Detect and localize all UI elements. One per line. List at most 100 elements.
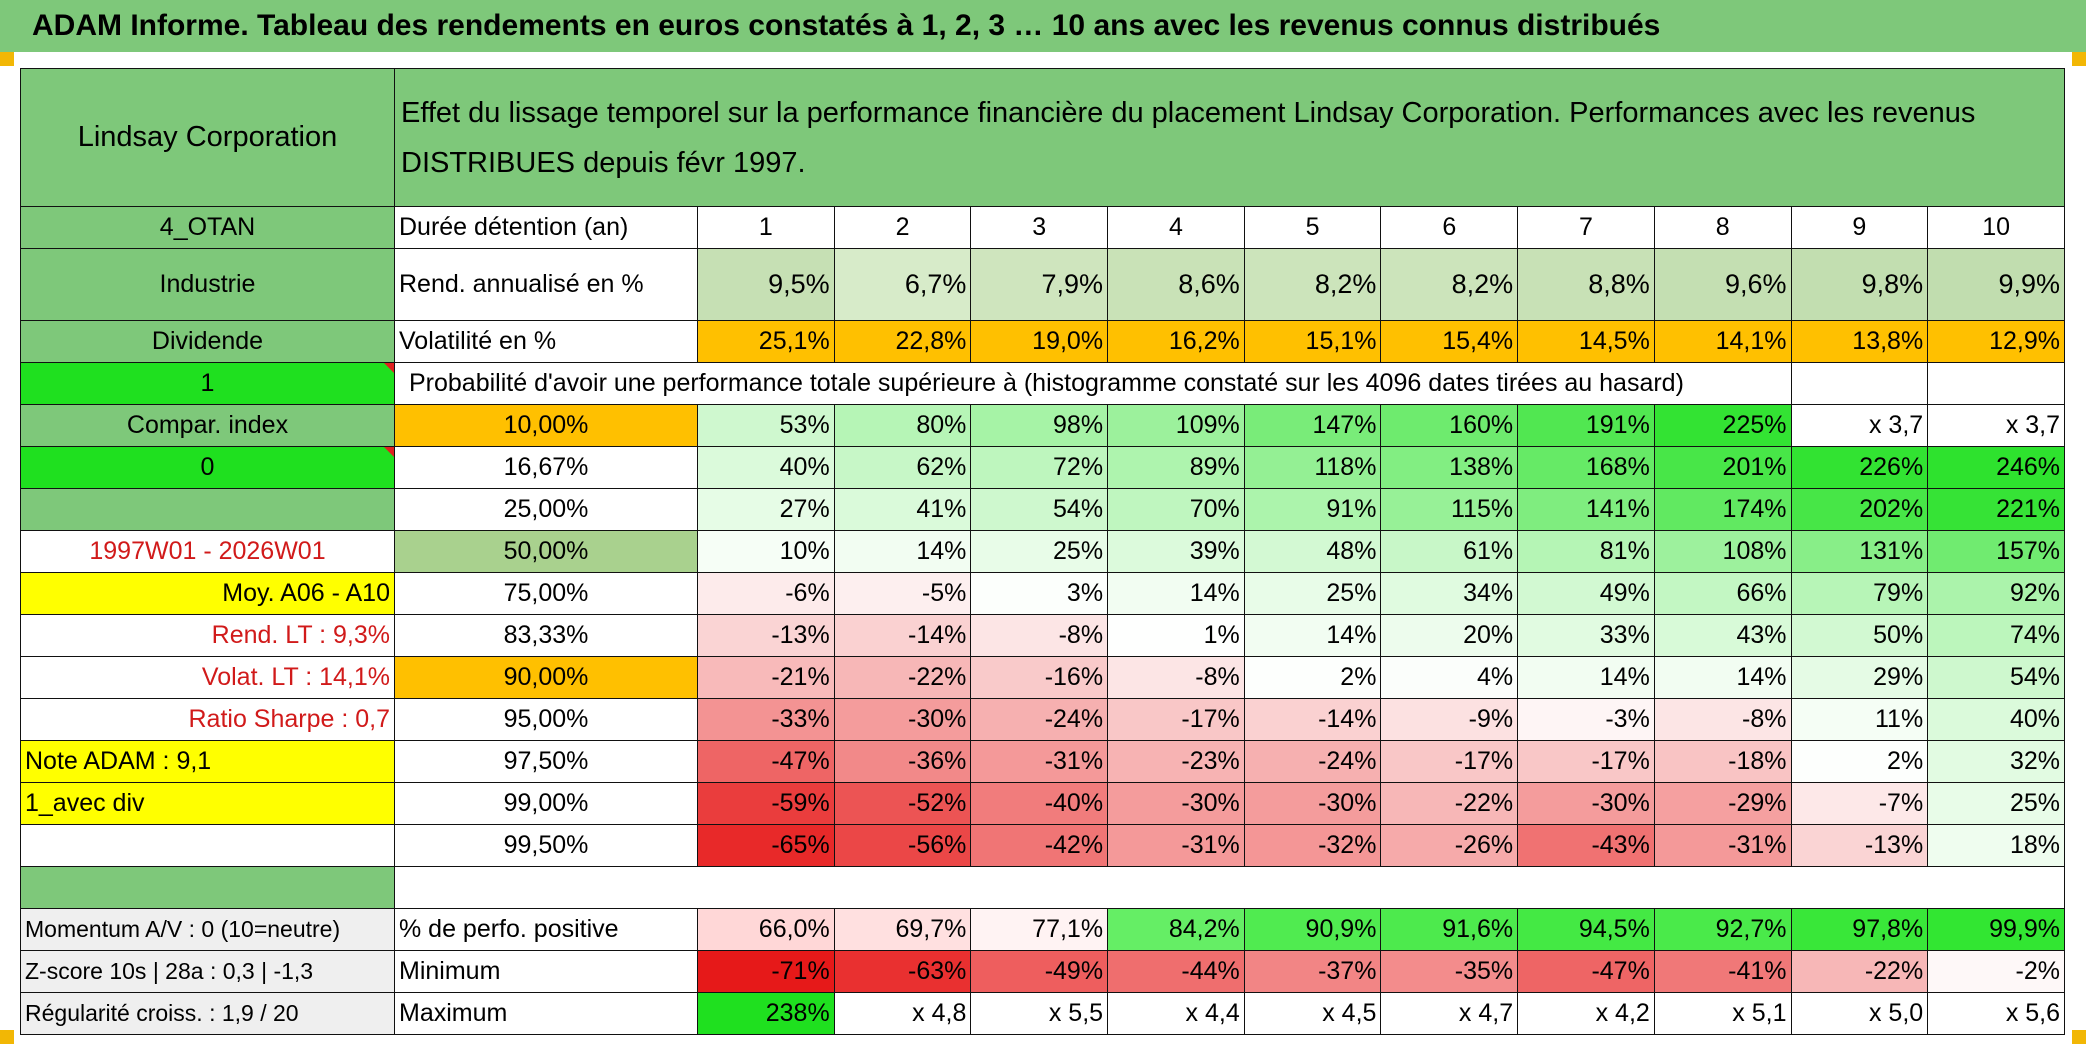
quantile-value: 14%: [1243, 614, 1382, 657]
quantile-value: -52%: [833, 782, 972, 825]
quantile-value: 141%: [1517, 488, 1655, 531]
flag-value-0: 0: [20, 446, 395, 489]
quantile-value: 92%: [1927, 572, 2066, 615]
quantile-label: 10,00%: [394, 404, 698, 447]
quantile-value: 118%: [1243, 446, 1382, 489]
quantile-value: -16%: [970, 656, 1109, 699]
quantile-value: -47%: [697, 740, 835, 783]
quantile-value: 33%: [1517, 614, 1655, 657]
quantile-value: 131%: [1790, 530, 1929, 573]
quantile-value: 34%: [1380, 572, 1519, 615]
moy-label: Moy. A06 - A10: [20, 572, 395, 615]
perf-pos-value: 99,9%: [1927, 908, 2066, 951]
quantile-value: 81%: [1517, 530, 1655, 573]
quantile-value: -29%: [1653, 782, 1792, 825]
maximum-value: x 4,7: [1380, 992, 1519, 1035]
maximum-value: x 5,6: [1927, 992, 2066, 1035]
quantile-value: 11%: [1790, 698, 1929, 741]
quantile-value: 221%: [1927, 488, 2066, 531]
quantile-value: -3%: [1517, 698, 1655, 741]
quantile-label: 16,67%: [394, 446, 698, 489]
quantile-row: 1997W01 - 2026W01 50,00% 10% 14% 25% 39% 48% 61…: [20, 530, 2066, 573]
rend-row: Industrie Rend. annualisé en % 9,5% 6,7% 7…: [20, 248, 2066, 321]
summary-label: Maximum: [394, 992, 698, 1035]
quantile-row: Ratio Sharpe : 0,7 95,00% -33% -30% -24% -17%…: [20, 698, 2066, 741]
quantile-value: -43%: [1517, 824, 1655, 867]
quantile-value: -17%: [1517, 740, 1655, 783]
corner-marker: [0, 52, 14, 66]
quantile-value: -32%: [1243, 824, 1382, 867]
quantile-value: 25%: [970, 530, 1109, 573]
maximum-value: x 5,0: [1790, 992, 1929, 1035]
maximum-value: x 5,1: [1653, 992, 1792, 1035]
quantile-value: -56%: [833, 824, 972, 867]
volat-value: 15,4%: [1380, 320, 1519, 363]
avec-div-label: 1_avec div: [20, 782, 395, 825]
minimum-value: -22%: [1790, 950, 1929, 993]
quantile-value: -5%: [833, 572, 972, 615]
volat-label: Volatilité en %: [394, 320, 698, 363]
quantile-value: 202%: [1790, 488, 1929, 531]
quantile-value: -30%: [1243, 782, 1382, 825]
quantile-value: 18%: [1927, 824, 2066, 867]
minimum-value: -47%: [1517, 950, 1655, 993]
quantile-value: 54%: [1927, 656, 2066, 699]
quantile-value: -14%: [1243, 698, 1382, 741]
rend-value: 8,6%: [1107, 248, 1245, 321]
quantile-value: -36%: [833, 740, 972, 783]
maximum-value: x 4,8: [833, 992, 972, 1035]
quantile-value: 201%: [1653, 446, 1792, 489]
flag-value-1: 1: [20, 362, 395, 405]
minimum-value: -71%: [697, 950, 835, 993]
quantile-row: Volat. LT : 14,1% 90,00% -21% -22% -16% -8% 2%…: [20, 656, 2066, 699]
year-header: 7: [1517, 206, 1655, 249]
maximum-value: x 4,2: [1517, 992, 1655, 1035]
quantile-value: 70%: [1107, 488, 1245, 531]
year-header: 1: [697, 206, 835, 249]
quantile-value: -13%: [697, 614, 835, 657]
quantile-value: 20%: [1380, 614, 1519, 657]
maximum-value: x 5,5: [970, 992, 1109, 1035]
quantile-value: 74%: [1927, 614, 2066, 657]
quantile-row: 99,50% -65% -56% -42% -31% -32% -26% -43% -31% -1…: [20, 824, 2066, 867]
year-header: 4: [1107, 206, 1245, 249]
quantile-value: 49%: [1517, 572, 1655, 615]
quantile-value: 89%: [1107, 446, 1245, 489]
minimum-value: -2%: [1927, 950, 2066, 993]
quantile-value: 54%: [970, 488, 1109, 531]
quantile-value: 25%: [1243, 572, 1382, 615]
minimum-value: -44%: [1107, 950, 1245, 993]
quantile-value: -40%: [970, 782, 1109, 825]
quantile-value: 66%: [1653, 572, 1792, 615]
volat-value: 14,1%: [1653, 320, 1792, 363]
quantile-label: 99,00%: [394, 782, 698, 825]
quantile-value: 91%: [1243, 488, 1382, 531]
quantile-value: 157%: [1927, 530, 2066, 573]
quantile-value: 14%: [1653, 656, 1792, 699]
quantile-label: 97,50%: [394, 740, 698, 783]
summary-row: Z-score 10s | 28a : 0,3 | -1,3 Minimum -71…: [20, 950, 2066, 993]
summary-row: Régularité croiss. : 1,9 / 20 Maximum 238%…: [20, 992, 2066, 1035]
maximum-value: 238%: [697, 992, 835, 1035]
quantile-value: 138%: [1380, 446, 1519, 489]
quantile-value: 191%: [1517, 404, 1655, 447]
volat-value: 15,1%: [1243, 320, 1382, 363]
quantile-label: 99,50%: [394, 824, 698, 867]
years-row: 4_OTAN Durée détention (an) 1 2 3 4 5 6 7 8 9 10: [20, 206, 2066, 249]
volat-value: 16,2%: [1107, 320, 1245, 363]
quantile-value: 14%: [833, 530, 972, 573]
volat-value: 13,8%: [1790, 320, 1929, 363]
year-header: 3: [970, 206, 1109, 249]
quantile-value: -30%: [1107, 782, 1245, 825]
proba-row: 1 Probabilité d'avoir une performance to…: [20, 362, 2066, 405]
returns-table: Lindsay Corporation Effet du lissage tem…: [20, 68, 2066, 1035]
quantile-value: 2%: [1790, 740, 1929, 783]
quantile-value: 14%: [1107, 572, 1245, 615]
rend-value: 9,8%: [1790, 248, 1929, 321]
perf-pos-value: 91,6%: [1380, 908, 1519, 951]
quantile-value: 62%: [833, 446, 972, 489]
quantile-value: 168%: [1517, 446, 1655, 489]
perf-pos-value: 84,2%: [1107, 908, 1245, 951]
code-label: 4_OTAN: [20, 206, 395, 249]
quantile-value: 40%: [697, 446, 835, 489]
